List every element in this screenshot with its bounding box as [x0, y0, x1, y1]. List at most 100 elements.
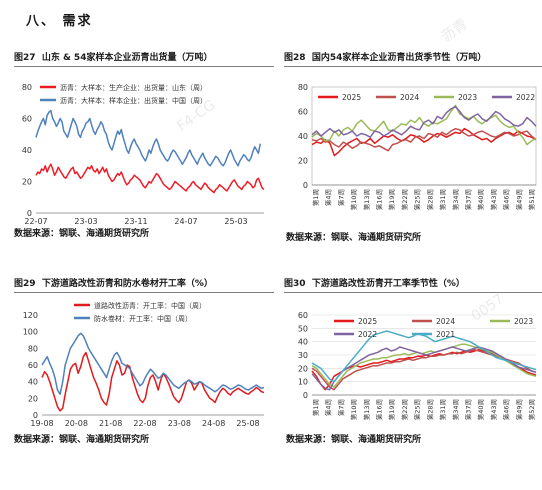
y-tick-label: 20 — [28, 394, 38, 403]
figure-rule — [284, 292, 542, 293]
y-tick-label: 0 — [33, 411, 38, 420]
source-note-28: 数据来源：钢联、海通期货研究所 — [286, 233, 422, 243]
x-tick-label: 第1周 — [311, 189, 320, 206]
x-tick-label: 第16周 — [375, 189, 384, 210]
legend-label: 2021 — [436, 330, 455, 339]
x-tick-label: 第34周 — [451, 189, 460, 210]
figure-title-text: 下游道路改性沥青和防水卷材开工率（%） — [41, 279, 213, 289]
x-tick-label: 第19周 — [387, 399, 396, 420]
legend-label: 2022 — [516, 93, 535, 102]
x-tick-label: 第25周 — [413, 399, 422, 420]
x-tick-label: 23-11 — [124, 217, 147, 226]
figure-28: 图28 国内54家样本企业沥青出货季节性（万吨） 0 20 40 60 80 第1周 第4周… — [284, 50, 542, 241]
figure-title: 图29 下游道路改性沥青和防水卷材开工率（%） — [14, 276, 274, 289]
figure-rule — [284, 66, 542, 67]
series-line — [311, 127, 537, 152]
x-tick-label: 第1周 — [311, 399, 320, 416]
series-line — [41, 351, 265, 412]
x-tick-label: 第49周 — [514, 189, 523, 210]
legend-label: 2023 — [458, 93, 477, 102]
x-tick-label: 第7周 — [336, 399, 345, 416]
chart-29-plot: 0 20 40 60 80 100 120 19-08 20-08 21-08 22-08 23-08… — [23, 301, 265, 428]
legend-label: 沥青：大样本：样本企业：出货量：中国（周） — [60, 96, 207, 105]
x-tick-label: 22-08 — [133, 419, 156, 428]
x-tick-label: 第37周 — [463, 189, 472, 210]
y-tick-label: 0 — [27, 209, 32, 218]
y-tick-label: 80 — [22, 83, 32, 92]
figure-rule — [14, 292, 274, 293]
series-line — [311, 330, 537, 383]
figure-number: 图28 — [284, 53, 306, 63]
y-tick-label: 0 — [303, 181, 308, 190]
series-line — [35, 109, 262, 167]
x-tick-label: 第43周 — [489, 189, 498, 210]
series-line — [311, 127, 537, 157]
figure-title-text: 国内54家样本企业沥青出货季节性（万吨） — [311, 53, 487, 63]
x-tick-label: 24-07 — [174, 217, 197, 226]
y-tick-label: 60 — [298, 311, 308, 320]
x-tick-label: 21-08 — [99, 419, 122, 428]
figure-number: 图29 — [14, 279, 36, 289]
x-tick-label: 第51周 — [527, 189, 536, 210]
y-tick-label: 20 — [298, 157, 308, 166]
chart-27-plot: 0 20 40 60 80 22-07 23-03 23-11 24-07 25-03 沥青：大样本… — [22, 83, 265, 226]
figure-number: 图30 — [284, 279, 306, 289]
legend-label: 2024 — [436, 317, 455, 326]
x-tick-label: 第37周 — [463, 399, 472, 420]
legend-label: 2025 — [342, 93, 361, 102]
watermark: 沥青 — [438, 16, 471, 46]
y-tick-label: 40 — [22, 146, 32, 155]
x-tick-label: 第28周 — [425, 399, 434, 420]
x-tick-label: 25-08 — [236, 419, 259, 428]
x-tick-label: 第10周 — [349, 189, 358, 210]
x-tick-label: 22-07 — [24, 217, 47, 226]
x-tick-label: 20-08 — [65, 419, 88, 428]
x-tick-label: 第31周 — [438, 189, 447, 210]
x-tick-label: 第4周 — [324, 189, 333, 206]
series-line — [311, 105, 537, 138]
x-tick-label: 第22周 — [400, 189, 409, 210]
y-tick-label: 40 — [28, 378, 38, 387]
y-tick-label: 30 — [298, 351, 308, 360]
y-tick-label: 20 — [22, 178, 32, 187]
x-tick-label: 23-03 — [74, 217, 97, 226]
figure-title-text: 下游道路改性沥青开工率季节性（%） — [311, 279, 465, 289]
y-tick-label: 60 — [298, 108, 308, 117]
figure-title: 图30 下游道路改性沥青开工率季节性（%） — [284, 276, 542, 289]
figure-title: 图27 山东 & 54家样本企业沥青出货量（万吨） — [14, 50, 274, 63]
x-tick-label: 第34周 — [451, 399, 460, 420]
figure-number: 图27 — [14, 53, 36, 63]
legend-label: 2024 — [400, 93, 419, 102]
series-line — [41, 332, 265, 395]
figure-27: 图27 山东 & 54家样本企业沥青出货量（万吨） 0 20 40 60 80 22-07… — [14, 50, 274, 231]
series-line — [311, 346, 537, 391]
y-tick-label: 20 — [298, 364, 308, 373]
legend-label: 2022 — [358, 330, 377, 339]
figure-title: 图28 国内54家样本企业沥青出货季节性（万吨） — [284, 50, 542, 63]
source-note-29: 数据来源：钢联、海通期货研究所 — [14, 435, 150, 445]
x-tick-label: 19-08 — [30, 419, 53, 428]
x-tick-label: 第28周 — [425, 189, 434, 210]
y-tick-label: 40 — [298, 132, 308, 141]
legend-label: 2023 — [514, 317, 533, 326]
x-tick-label: 第46周 — [502, 399, 511, 420]
figure-29: 图29 下游道路改性沥青和防水卷材开工率（%） 0 20 40 60 80 100 120 1… — [14, 276, 274, 437]
x-tick-label: 第13周 — [362, 189, 371, 210]
x-tick-label: 第7周 — [336, 189, 345, 206]
x-tick-label: 第40周 — [476, 399, 485, 420]
x-tick-label: 23-08 — [168, 419, 191, 428]
x-tick-label: 第31周 — [438, 399, 447, 420]
x-tick-label: 24-08 — [202, 419, 225, 428]
x-tick-label: 第13周 — [362, 399, 371, 420]
y-tick-label: 0 — [303, 391, 308, 400]
figure-rule — [14, 66, 274, 67]
y-tick-label: 60 — [28, 361, 38, 370]
x-tick-label: 第46周 — [502, 189, 511, 210]
y-tick-label: 50 — [298, 324, 308, 333]
x-tick-label: 第4周 — [324, 399, 333, 416]
series-line — [35, 163, 265, 194]
x-tick-label: 第25周 — [413, 189, 422, 210]
legend-label: 道路改性沥青：开工率：中国（周） — [94, 301, 206, 310]
y-tick-label: 10 — [298, 378, 308, 387]
